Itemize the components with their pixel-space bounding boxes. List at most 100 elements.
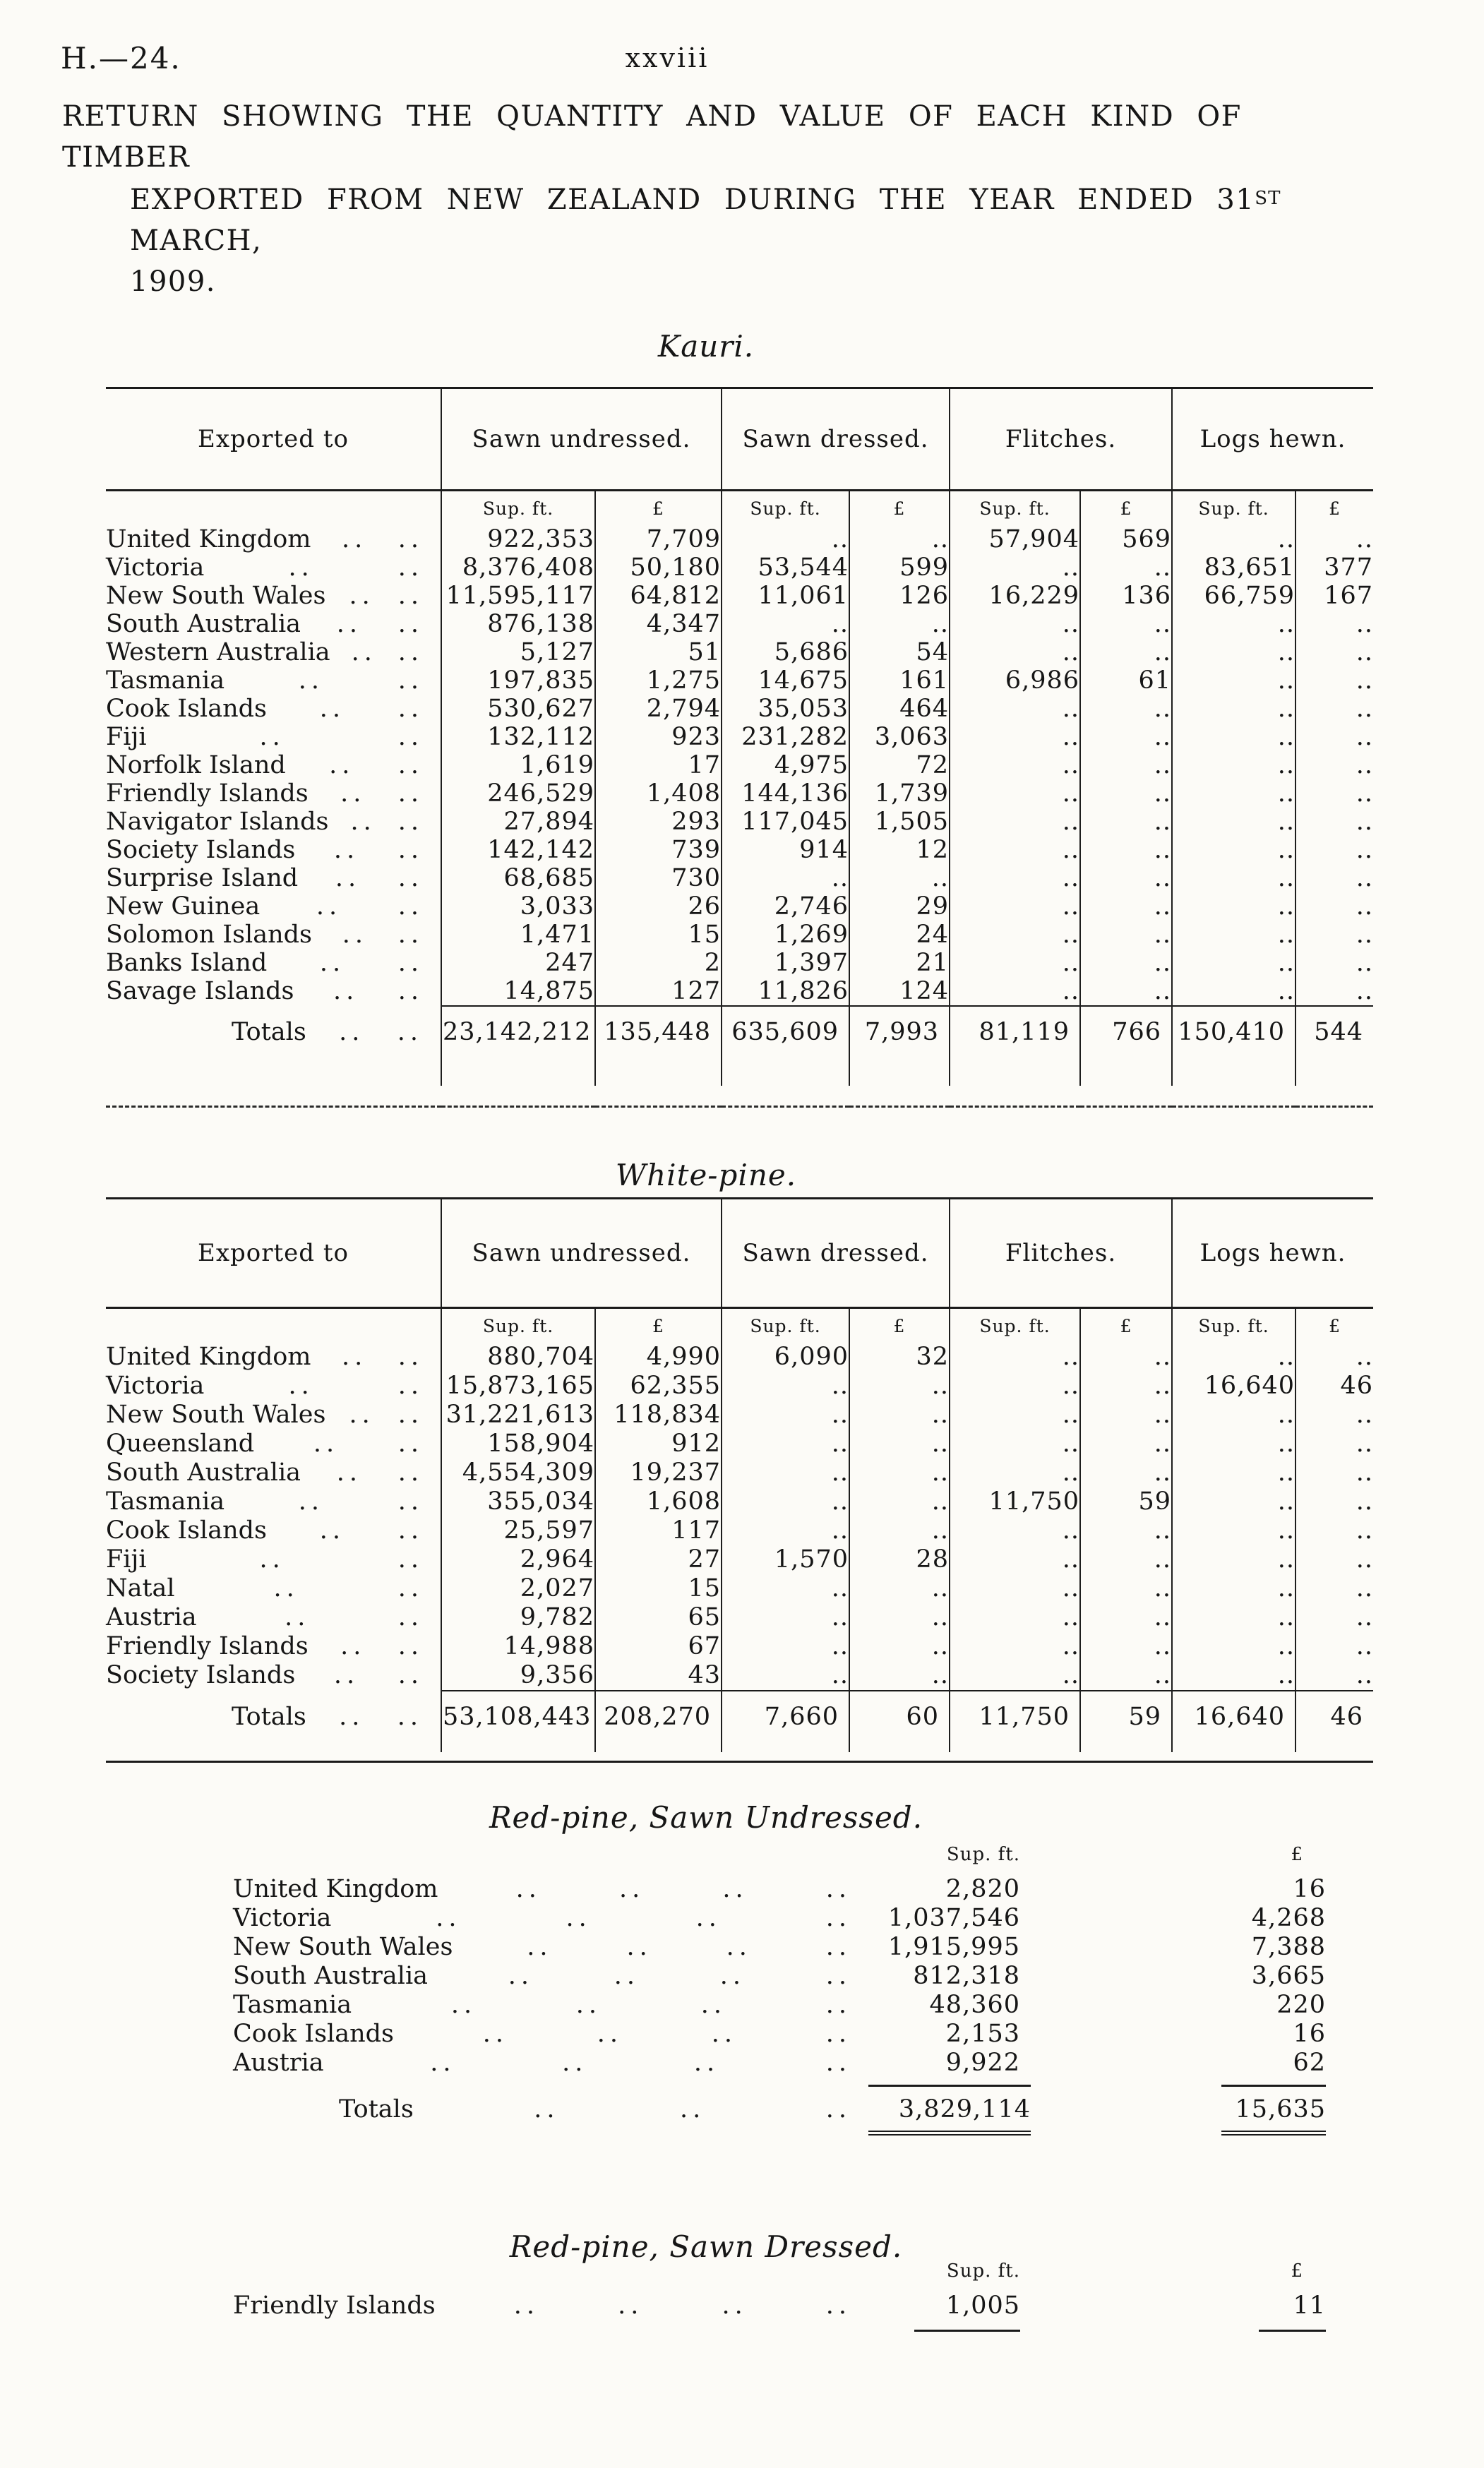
cell-logs-hewn-supft: .. — [1171, 921, 1296, 949]
cell-sawn-undressed-supft: 876,138 — [441, 610, 595, 638]
cell-pound: 62 — [1293, 2049, 1326, 2077]
country-name: Surprise Island — [106, 864, 299, 892]
cell-sawn-undressed-pound: 923 — [594, 723, 722, 751]
cell-sawn-undressed-supft: 14,988 — [441, 1632, 595, 1661]
cell-sawn-dressed-supft: .. — [721, 1632, 849, 1661]
cell-sawn-undressed-pound: 4,990 — [594, 1343, 722, 1372]
cell-flitches-pound: 59 — [1079, 1487, 1173, 1516]
cell-sawn-dressed-pound: 599 — [848, 553, 950, 582]
leader-dots: .. — [273, 1574, 299, 1603]
cell-logs-hewn-pound: .. — [1295, 1661, 1374, 1691]
report-title-line3: 1909. — [130, 265, 217, 298]
country-name: Norfolk Island — [106, 751, 286, 779]
country-name: South Australia — [106, 1458, 301, 1487]
country-name: Tasmania — [233, 1991, 352, 2019]
cell-logs-hewn-pound: .. — [1295, 695, 1374, 723]
leader-dots: .. — [614, 1962, 640, 1990]
leader-dots: .. — [626, 1933, 652, 1961]
leader-dots: .. — [351, 638, 377, 666]
cell-logs-hewn-pound: .. — [1295, 949, 1374, 977]
subcol-pound: £ — [594, 490, 722, 525]
cell-sawn-dressed-pound: .. — [848, 1430, 950, 1458]
cell-sawn-undressed-supft: 4,554,309 — [441, 1458, 595, 1487]
cell-logs-hewn-pound: .. — [1295, 892, 1374, 921]
cell-logs-hewn-pound: .. — [1295, 1574, 1374, 1603]
cell-flitches-supft: .. — [949, 1545, 1081, 1574]
country-name: Friendly Islands — [106, 1632, 309, 1660]
leader-dots: .. — [397, 1430, 424, 1458]
subcol-supft: Sup. ft. — [441, 1307, 595, 1343]
country-name: Austria — [106, 1603, 197, 1631]
leader-dots: .. — [259, 1545, 285, 1574]
leader-dots: .. — [436, 1904, 462, 1932]
cell-sawn-undressed-pound: 912 — [594, 1430, 722, 1458]
cell-flitches-pound: .. — [1079, 1372, 1173, 1401]
cell-sawn-dressed-supft: 6,090 — [721, 1343, 849, 1372]
cell-sawn-dressed-supft: .. — [721, 1401, 849, 1430]
cell-logs-hewn-supft: 16,640 — [1171, 1372, 1296, 1401]
cell-sawn-undressed-supft: 8,376,408 — [441, 553, 595, 582]
subcol-pound: £ — [1291, 2260, 1303, 2282]
country-name: United Kingdom — [106, 1343, 311, 1371]
table-row: Queensland .. .. 158,904 912 .. .. .. ..… — [106, 1430, 1374, 1458]
cell-logs-hewn-pound: .. — [1295, 666, 1374, 695]
total-flitches-pound: 59 — [1079, 1690, 1173, 1741]
cell-sawn-undressed-supft: 246,529 — [441, 779, 595, 808]
cell-logs-hewn-pound: .. — [1295, 1545, 1374, 1574]
cell-flitches-pound: .. — [1079, 1430, 1173, 1458]
cell-sawn-dressed-supft: .. — [721, 1516, 849, 1545]
cell-supft: 9,922 — [945, 2049, 1020, 2077]
cell-sawn-undressed-supft: 142,142 — [441, 836, 595, 864]
cell-logs-hewn-supft: .. — [1171, 695, 1296, 723]
cell-flitches-pound: .. — [1079, 892, 1173, 921]
country-name: Society Islands — [106, 836, 296, 864]
country-name: Solomon Islands — [106, 921, 312, 949]
cell-sawn-dressed-pound: 1,505 — [848, 808, 950, 836]
cell-sawn-undressed-pound: 50,180 — [594, 553, 722, 582]
total-sawn-undressed-supft: 53,108,443 — [441, 1690, 595, 1741]
total-sawn-dressed-supft: 7,660 — [721, 1690, 849, 1741]
total-pound: 15,635 — [1221, 2085, 1326, 2135]
leader-dots: .. — [397, 1516, 424, 1545]
leader-dots: .. — [711, 2020, 738, 2048]
country-name: New South Wales — [233, 1933, 453, 1961]
cell-logs-hewn-supft: .. — [1171, 751, 1296, 779]
cell-sawn-undressed-pound: 739 — [594, 836, 722, 864]
cell-flitches-supft: .. — [949, 892, 1081, 921]
cell-sawn-undressed-supft: 3,033 — [441, 892, 595, 921]
table-row: Society Islands .. .. 142,142 739 914 12… — [106, 836, 1374, 864]
country-name: United Kingdom — [233, 1875, 438, 1903]
cell-sawn-undressed-pound: 27 — [594, 1545, 722, 1574]
total-supft: 3,829,114 — [868, 2085, 1031, 2135]
subcol-pound: £ — [594, 1307, 722, 1343]
cell-flitches-supft: .. — [949, 836, 1081, 864]
cell-logs-hewn-pound: .. — [1295, 864, 1374, 892]
cell-sawn-dressed-supft: 1,269 — [721, 921, 849, 949]
cell-logs-hewn-pound: .. — [1295, 1401, 1374, 1430]
leader-dots: .. — [397, 892, 424, 921]
table-row: Friendly Islands .. .. 14,988 67 .. .. .… — [106, 1632, 1374, 1661]
subcol-pound: £ — [1079, 1307, 1173, 1343]
leader-dots: .. — [259, 723, 285, 751]
country-name: Western Australia — [106, 638, 330, 666]
total-sawn-dressed-pound: 60 — [848, 1690, 950, 1741]
cell-supft: 1,915,995 — [887, 1933, 1020, 1961]
leader-dots: .. — [397, 582, 424, 610]
leader-dots: .. — [285, 1603, 311, 1631]
report-title-line1: RETURN SHOWING THE QUANTITY AND VALUE OF… — [62, 100, 1242, 174]
cell-flitches-supft: 6,986 — [949, 666, 1081, 695]
col-header-sawn-undressed: Sawn undressed. — [441, 1198, 722, 1309]
total-sawn-dressed-pound: 7,993 — [848, 1005, 950, 1056]
cell-sawn-undressed-supft: 68,685 — [441, 864, 595, 892]
country-name: South Australia — [233, 1962, 429, 1990]
cell-logs-hewn-pound: .. — [1295, 1516, 1374, 1545]
list-row: South Australia .. .. .. .. 812,318 3,66… — [233, 1962, 1334, 1991]
cell-sawn-dressed-pound: 12 — [848, 836, 950, 864]
leader-dots: .. — [397, 723, 424, 751]
cell-supft: 2,820 — [945, 1875, 1020, 1903]
cell-supft: 2,153 — [945, 2020, 1020, 2048]
country-name: Cook Islands — [106, 695, 268, 723]
cell-flitches-pound: .. — [1079, 638, 1173, 666]
subcol-supft: Sup. ft. — [1171, 490, 1296, 525]
cell-sawn-dressed-pound: 21 — [848, 949, 950, 977]
